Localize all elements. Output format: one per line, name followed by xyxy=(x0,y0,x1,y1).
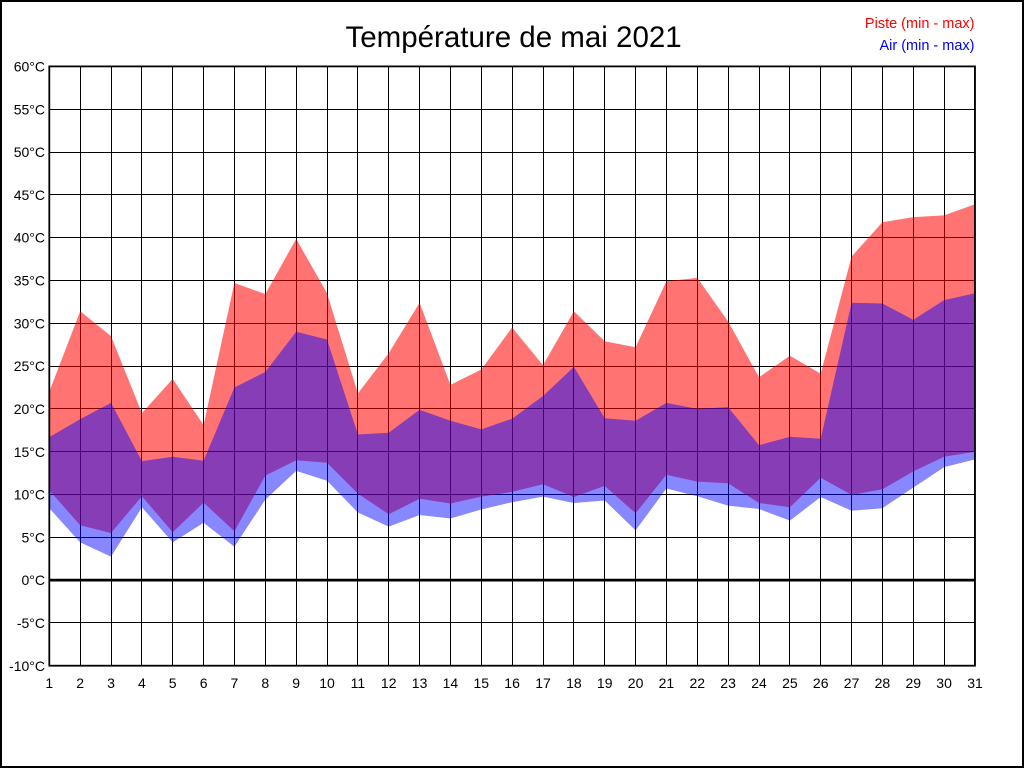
svg-text:17: 17 xyxy=(535,675,551,691)
svg-text:8: 8 xyxy=(261,675,269,691)
svg-text:21: 21 xyxy=(659,675,675,691)
svg-text:0°C: 0°C xyxy=(22,572,46,588)
svg-text:-10°C: -10°C xyxy=(9,658,45,674)
svg-text:Air (min - max): Air (min - max) xyxy=(879,38,974,54)
svg-text:12: 12 xyxy=(381,675,397,691)
svg-text:20: 20 xyxy=(628,675,644,691)
svg-text:Piste (min - max): Piste (min - max) xyxy=(865,16,975,32)
svg-text:13: 13 xyxy=(412,675,428,691)
svg-text:10°C: 10°C xyxy=(14,487,45,503)
svg-text:5°C: 5°C xyxy=(22,529,46,545)
svg-text:10: 10 xyxy=(319,675,335,691)
svg-text:35°C: 35°C xyxy=(14,273,45,289)
svg-text:14: 14 xyxy=(443,675,459,691)
svg-text:22: 22 xyxy=(690,675,706,691)
svg-text:30°C: 30°C xyxy=(14,315,45,331)
svg-text:28: 28 xyxy=(875,675,891,691)
svg-text:24: 24 xyxy=(751,675,767,691)
svg-text:Température de mai 2021: Température de mai 2021 xyxy=(346,21,682,54)
svg-text:23: 23 xyxy=(720,675,736,691)
svg-text:30: 30 xyxy=(936,675,952,691)
svg-text:29: 29 xyxy=(906,675,922,691)
svg-text:50°C: 50°C xyxy=(14,144,45,160)
svg-text:26: 26 xyxy=(813,675,829,691)
svg-text:60°C: 60°C xyxy=(14,59,45,75)
svg-text:15°C: 15°C xyxy=(14,444,45,460)
svg-text:6: 6 xyxy=(200,675,208,691)
svg-text:25: 25 xyxy=(782,675,798,691)
svg-text:9: 9 xyxy=(292,675,300,691)
svg-text:15: 15 xyxy=(474,675,490,691)
svg-text:40°C: 40°C xyxy=(14,230,45,246)
svg-text:4: 4 xyxy=(138,675,146,691)
svg-text:16: 16 xyxy=(504,675,520,691)
svg-text:7: 7 xyxy=(231,675,239,691)
svg-text:5: 5 xyxy=(169,675,177,691)
svg-text:3: 3 xyxy=(107,675,115,691)
svg-text:11: 11 xyxy=(351,675,366,691)
svg-text:-5°C: -5°C xyxy=(17,615,45,631)
svg-text:25°C: 25°C xyxy=(14,358,45,374)
svg-text:45°C: 45°C xyxy=(14,187,45,203)
svg-text:18: 18 xyxy=(566,675,582,691)
svg-text:2: 2 xyxy=(76,675,84,691)
svg-text:20°C: 20°C xyxy=(14,401,45,417)
svg-text:27: 27 xyxy=(844,675,860,691)
svg-text:31: 31 xyxy=(967,675,983,691)
svg-text:1: 1 xyxy=(45,675,53,691)
svg-text:19: 19 xyxy=(597,675,613,691)
svg-text:55°C: 55°C xyxy=(14,101,45,117)
